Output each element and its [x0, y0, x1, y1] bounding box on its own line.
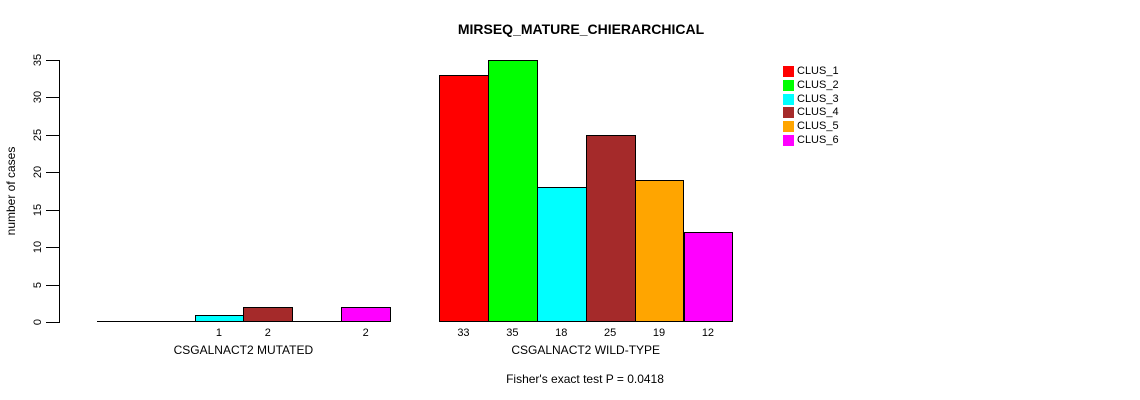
legend-swatch-clus_6: [783, 135, 794, 146]
bar-value-label: 1: [215, 327, 222, 339]
legend-label: CLUS_2: [797, 78, 839, 91]
bar-value-label: 33: [457, 327, 470, 339]
bar-value-label: 19: [652, 327, 666, 339]
bar-clus_3: [536, 187, 587, 322]
y-tick-label: 5: [32, 281, 44, 289]
bar-clus_6: [341, 307, 392, 322]
bar-value-label: 25: [604, 327, 617, 339]
legend-swatch-clus_3: [783, 93, 794, 105]
bar-clus_4: [243, 307, 294, 322]
y-tick-label: 25: [32, 128, 44, 142]
y-tick: [46, 247, 59, 248]
bar-clus_2: [487, 60, 538, 322]
legend-swatch-clus_5: [783, 121, 794, 133]
legend-label: CLUS_3: [797, 92, 839, 105]
y-tick: [46, 60, 59, 61]
legend-swatch-clus_4: [783, 107, 794, 119]
y-tick: [46, 97, 59, 98]
y-tick-label: 0: [32, 318, 44, 326]
annotation-fisher-test: Fisher's exact test P = 0.0418: [506, 372, 664, 386]
y-tick: [46, 210, 59, 211]
bar-value-label: 2: [362, 327, 369, 339]
bar-clus_5: [634, 180, 685, 322]
legend-label: CLUS_4: [797, 106, 839, 119]
bar-clus_1: [439, 75, 489, 322]
y-axis-label: number of cases: [4, 146, 18, 236]
y-tick-label: 35: [32, 53, 44, 67]
bar-clus_3: [194, 315, 245, 322]
y-tick-label: 10: [32, 240, 44, 254]
y-tick-label: 20: [32, 165, 44, 179]
legend-swatch-clus_1: [783, 66, 794, 77]
y-tick-label: 15: [32, 203, 44, 217]
legend-swatch-clus_2: [783, 79, 794, 91]
y-tick-label: 30: [32, 90, 44, 104]
y-tick: [46, 172, 59, 173]
category-label: CSGALNACT2 MUTATED: [173, 343, 314, 357]
bar-value-label: 12: [701, 327, 715, 339]
y-tick: [46, 285, 59, 286]
legend-label: CLUS_5: [797, 120, 839, 133]
y-tick: [46, 135, 59, 136]
bar-value-label: 2: [264, 327, 271, 339]
bar-clus_4: [585, 135, 636, 322]
bar-value-label: 18: [555, 327, 568, 339]
bar-clus_6: [683, 232, 734, 322]
y-tick: [46, 322, 59, 323]
y-axis-line: [59, 60, 60, 323]
legend-label: CLUS_6: [797, 134, 839, 146]
chart-title: MIRSEQ_MATURE_CHIERARCHICAL: [457, 21, 705, 37]
category-label: CSGALNACT2 WILD-TYPE: [511, 343, 661, 357]
bar-value-label: 35: [506, 327, 519, 339]
legend-label: CLUS_1: [797, 65, 839, 77]
